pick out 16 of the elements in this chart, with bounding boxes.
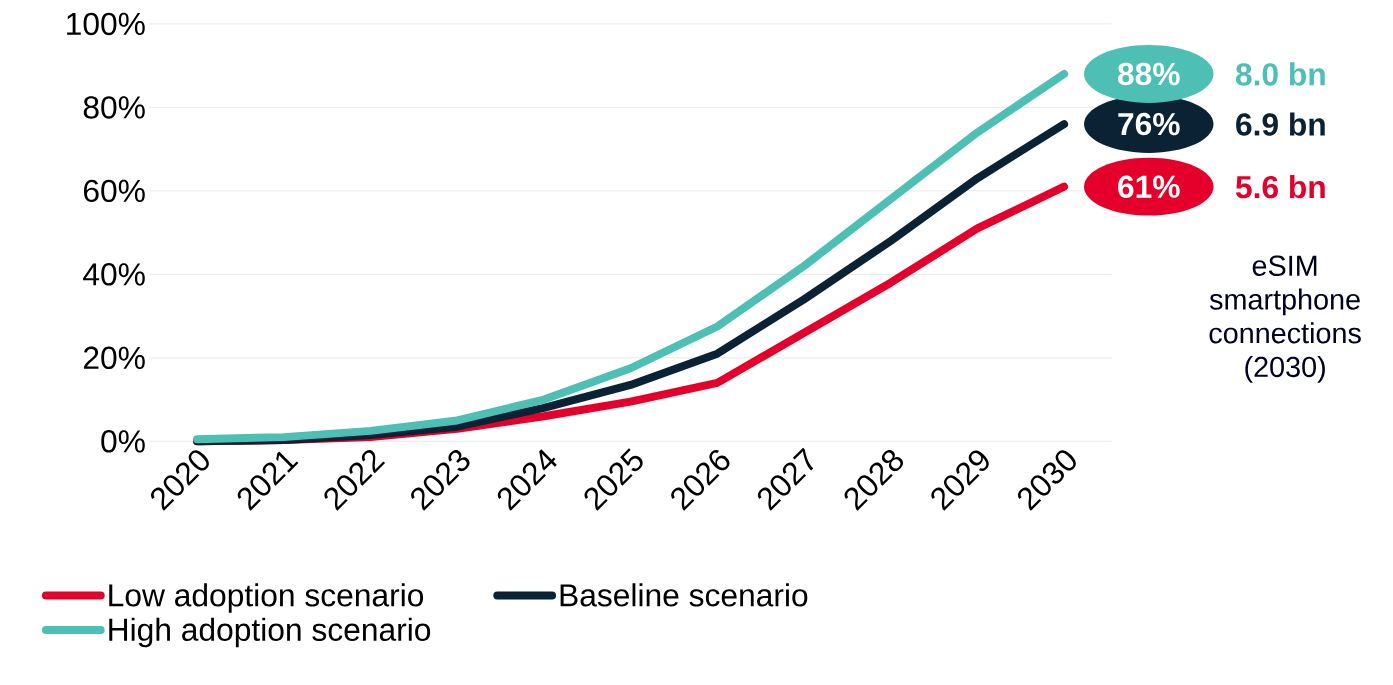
text: 8.0 bn	[1235, 62, 1325, 86]
y-tick-label: 80%	[83, 95, 145, 119]
y-tick-label: 100%	[67, 12, 145, 35]
y-tick-label: 20%	[83, 346, 145, 369]
y-tick-label: 40%	[83, 262, 145, 286]
legend-label: High adoption scenario	[109, 617, 431, 648]
text: 6.9 bn	[1236, 112, 1325, 136]
legend-label: Low adoption scenario	[109, 583, 424, 613]
legend-label: Baseline scenario	[560, 583, 808, 607]
data-label: 88%	[1117, 62, 1180, 86]
y-tick-label: 60%	[83, 179, 145, 202]
data-label: 76%	[1118, 112, 1180, 136]
text: eSIM smartphone connections (2030)	[1209, 255, 1361, 383]
y-tick-label: 0%	[101, 429, 145, 453]
text: 5.6 bn	[1235, 174, 1325, 199]
data-label: 61%	[1118, 175, 1180, 198]
